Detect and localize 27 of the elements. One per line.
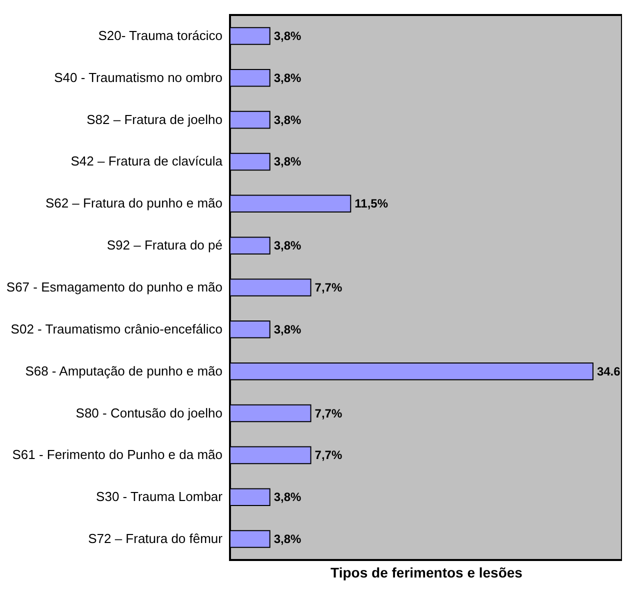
data-label: 7,7%: [314, 280, 342, 294]
y-tick-label: S30 - Trauma Lombar: [96, 489, 224, 504]
y-tick-label: S68 - Amputação de punho e mão: [25, 363, 222, 378]
data-label: 3,8%: [274, 490, 302, 504]
y-tick-label: S61 - Ferimento do Punho e da mão: [12, 447, 222, 462]
x-axis-title: Tipos de ferimentos e lesões: [330, 564, 523, 580]
y-tick-label: S62 – Fratura do punho e mão: [45, 196, 222, 211]
y-tick-label: S42 – Fratura de clavícula: [70, 154, 224, 169]
y-tick-label: S82 – Fratura de joelho: [86, 112, 222, 127]
y-tick-label: S02 - Traumatismo crânio-encefálico: [10, 321, 222, 336]
data-label: 3,8%: [274, 532, 302, 546]
data-label: 3,8%: [274, 322, 302, 336]
data-label: 7,7%: [314, 448, 342, 462]
data-label: 3,8%: [274, 112, 302, 127]
data-label: 3,8%: [274, 238, 302, 253]
y-tick-label: S80 - Contusão do joelho: [76, 405, 222, 420]
data-label: 34.6: [596, 364, 621, 378]
data-label: 3,8%: [274, 70, 302, 85]
y-tick-label: S92 – Fratura do pé: [106, 238, 222, 253]
y-tick-label: S20- Trauma torácico: [98, 28, 222, 43]
y-tick-label: S40 - Traumatismo no ombro: [54, 70, 222, 85]
data-label: 3,8%: [274, 28, 302, 43]
data-label: 11,5%: [354, 196, 388, 211]
data-label: 3,8%: [274, 154, 302, 169]
y-tick-label: S72 – Fratura do fêmur: [88, 531, 224, 546]
y-tick-label: S67 - Esmagamento do punho e mão: [6, 280, 222, 294]
data-label: 7,7%: [314, 406, 342, 420]
